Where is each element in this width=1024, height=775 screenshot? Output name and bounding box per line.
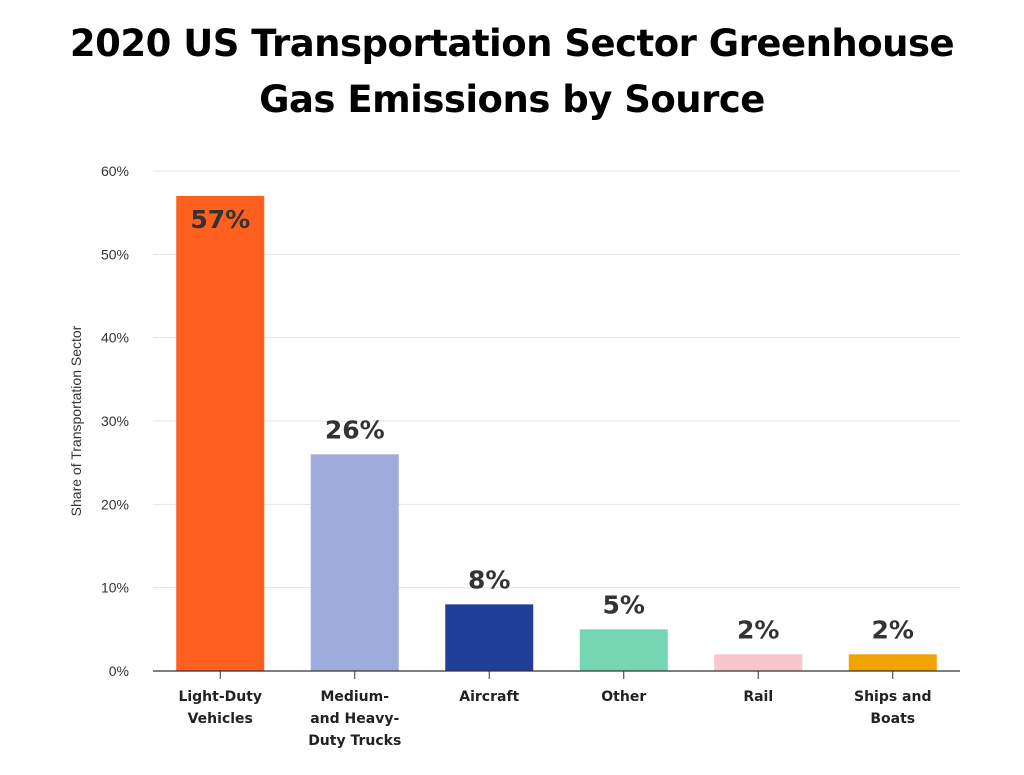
- x-tick-label: Other: [601, 689, 646, 705]
- bar: [310, 454, 399, 671]
- chart-title: 2020 US Transportation Sector Greenhouse…: [0, 16, 1024, 128]
- y-axis: 0% 10% 20% 30% 40% 50% 60%: [101, 163, 129, 679]
- x-axis: Light-Duty Vehicles Medium-and Heavy-Duty …: [153, 670, 960, 749]
- chart-title-line-1: 2020 US Transportation Sector Greenhouse: [69, 22, 955, 65]
- y-tick-label: 60%: [101, 163, 129, 179]
- y-tick-label: 20%: [101, 496, 129, 512]
- data-label: 8%: [468, 565, 510, 594]
- x-tick-label: Aircraft: [459, 689, 519, 705]
- y-tick-label: 50%: [101, 246, 129, 262]
- bars: 57% 26% 8% 5% 2% 2%: [176, 196, 937, 671]
- x-tick-label: Light-Duty Vehicles: [178, 689, 262, 727]
- data-label: 26%: [325, 415, 385, 444]
- data-label: 5%: [603, 590, 645, 619]
- y-tick-label: 10%: [101, 580, 129, 596]
- bar: [176, 196, 265, 671]
- gridlines: [153, 170, 960, 589]
- data-label: 57%: [190, 205, 250, 234]
- data-label: 2%: [872, 615, 914, 644]
- bar: [714, 654, 803, 671]
- y-tick-label: 0%: [109, 663, 129, 679]
- bar: [445, 604, 534, 671]
- x-tick-label: Rail: [743, 689, 773, 705]
- y-tick-label: 40%: [101, 330, 129, 346]
- y-tick-label: 30%: [101, 413, 129, 429]
- x-tick-label: Medium-and Heavy-Duty Trucks: [308, 689, 401, 749]
- chart-title-line-2: Gas Emissions by Source: [259, 78, 765, 121]
- x-tick-label: Ships and Boats: [854, 689, 932, 727]
- bar: [848, 654, 937, 671]
- data-label: 2%: [737, 615, 779, 644]
- bar: [579, 629, 668, 671]
- y-axis-label: Share of Transportation Sector: [68, 325, 84, 516]
